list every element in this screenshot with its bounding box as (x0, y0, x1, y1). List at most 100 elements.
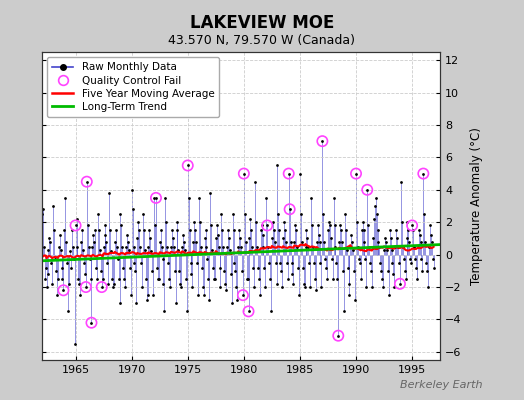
Point (305, 260, 313, 266)
Point (413, 243, 422, 250)
Point (386, 235, 395, 242)
Point (266, 276, 274, 282)
Point (211, 276, 219, 282)
Point (53, 276, 62, 282)
Point (349, 246, 357, 253)
Point (125, 246, 133, 253)
Point (320, 238, 329, 245)
Point (285, 170, 293, 177)
Point (92, 264, 100, 271)
Point (169, 235, 177, 242)
Point (297, 211, 305, 217)
Point (321, 256, 330, 263)
Point (391, 243, 399, 250)
Point (252, 219, 260, 226)
Point (47, 260, 56, 266)
Point (60, 227, 69, 234)
Point (358, 219, 367, 226)
Point (402, 235, 411, 242)
Point (191, 227, 200, 234)
Point (325, 219, 333, 226)
Point (274, 162, 282, 169)
Point (369, 216, 378, 222)
Point (286, 206, 294, 212)
Point (243, 276, 251, 282)
Point (88, 320, 96, 326)
Point (355, 256, 363, 263)
Point (285, 170, 293, 177)
Point (326, 235, 335, 242)
Point (343, 246, 351, 253)
Point (65, 281, 73, 287)
Point (236, 235, 244, 242)
Point (152, 195, 160, 201)
Point (165, 276, 173, 282)
Point (144, 292, 152, 298)
Point (318, 138, 326, 144)
Point (352, 170, 360, 177)
Point (82, 284, 90, 290)
Point (377, 268, 386, 274)
Point (50, 227, 58, 234)
Point (220, 268, 228, 274)
Point (167, 243, 175, 250)
Point (299, 264, 307, 271)
Point (330, 222, 339, 229)
Point (205, 297, 213, 303)
Point (97, 284, 106, 290)
Point (217, 211, 226, 217)
Point (163, 243, 171, 250)
Point (230, 227, 238, 234)
Point (385, 292, 393, 298)
Point (140, 246, 149, 253)
Point (89, 232, 97, 238)
Point (270, 238, 279, 245)
Point (237, 243, 245, 250)
Point (263, 222, 271, 229)
Point (224, 227, 232, 234)
Point (356, 276, 365, 282)
Point (115, 300, 124, 306)
Point (44, 246, 52, 253)
Point (337, 227, 345, 234)
Point (174, 246, 182, 253)
Point (101, 222, 109, 229)
Point (354, 243, 362, 250)
Point (86, 276, 95, 282)
Point (183, 162, 192, 169)
Point (271, 260, 280, 266)
Point (126, 292, 135, 298)
Point (294, 264, 302, 271)
Point (254, 264, 262, 271)
Point (269, 219, 277, 226)
Point (104, 281, 113, 287)
Point (344, 281, 353, 287)
Point (343, 264, 352, 271)
Point (370, 203, 379, 209)
Point (375, 243, 384, 250)
Point (79, 246, 88, 253)
Point (332, 260, 341, 266)
Point (335, 238, 343, 245)
Point (359, 227, 368, 234)
Point (110, 281, 118, 287)
Point (93, 276, 101, 282)
Point (307, 195, 315, 201)
Point (395, 260, 403, 266)
Point (319, 211, 328, 217)
Point (388, 260, 397, 266)
Point (182, 276, 190, 282)
Point (286, 206, 294, 212)
Point (57, 246, 65, 253)
Point (100, 243, 108, 250)
Point (414, 227, 423, 234)
Point (78, 227, 86, 234)
Point (112, 227, 120, 234)
Point (407, 260, 416, 266)
Point (59, 287, 68, 294)
Point (372, 195, 380, 201)
Point (417, 256, 425, 263)
Point (383, 246, 391, 253)
Point (373, 227, 381, 234)
Point (260, 264, 269, 271)
